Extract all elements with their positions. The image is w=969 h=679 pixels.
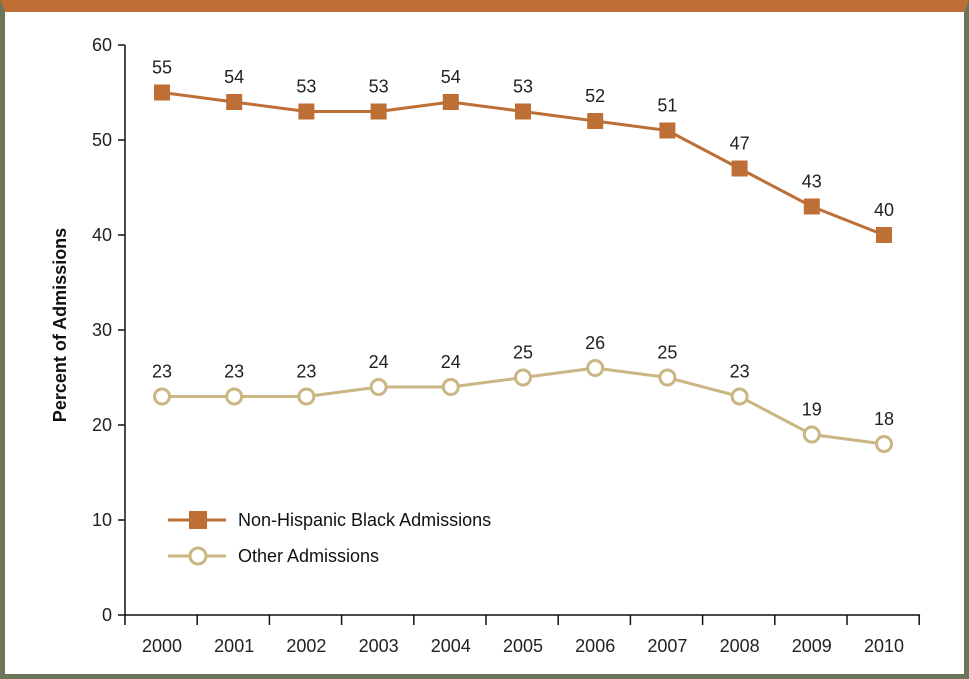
data-label: 18	[874, 409, 894, 429]
data-label: 19	[802, 400, 822, 420]
data-point	[515, 103, 531, 120]
data-label: 24	[369, 352, 389, 372]
data-label: 53	[369, 77, 389, 97]
x-tick-label: 2000	[142, 636, 182, 656]
data-point	[370, 103, 387, 120]
y-tick-label: 20	[92, 415, 112, 435]
x-tick-label: 2004	[431, 636, 471, 656]
data-label: 23	[152, 362, 172, 382]
x-tick-label: 2010	[864, 636, 904, 656]
y-tick-label: 50	[92, 130, 112, 150]
data-point	[730, 387, 749, 406]
data-label: 25	[657, 343, 677, 363]
data-label: 23	[296, 362, 316, 382]
y-tick-label: 10	[92, 510, 112, 530]
data-point	[154, 84, 170, 101]
data-label: 51	[657, 96, 677, 116]
data-point	[225, 387, 244, 406]
x-tick-label: 2006	[575, 636, 615, 656]
data-label: 25	[513, 343, 533, 363]
data-point	[226, 94, 243, 110]
legend-marker	[188, 546, 208, 566]
legend-label: Non-Hispanic Black Admissions	[238, 510, 491, 530]
x-tick-label: 2005	[503, 636, 543, 656]
data-point	[298, 103, 315, 120]
data-point	[876, 227, 892, 243]
data-point	[297, 387, 316, 406]
legend: Non-Hispanic Black Admissions Other Admis…	[168, 510, 491, 566]
x-tick-label: 2008	[720, 636, 760, 656]
data-label: 43	[802, 172, 822, 192]
data-label: 23	[730, 362, 750, 382]
data-label: 54	[441, 67, 461, 87]
series-2: 23 23 23 24 24 25 26 25 23 19 18	[152, 333, 894, 453]
x-tick-label: 2009	[792, 636, 832, 656]
legend-marker	[189, 511, 207, 529]
data-label: 26	[585, 333, 605, 353]
y-tick-label: 60	[92, 35, 112, 55]
data-label: 54	[224, 67, 244, 87]
data-label: 47	[730, 134, 750, 154]
y-tick-label: 0	[102, 605, 112, 625]
data-point	[659, 122, 676, 139]
data-label: 24	[441, 352, 461, 372]
data-point	[369, 378, 388, 396]
data-label: 40	[874, 200, 894, 220]
data-point	[586, 359, 605, 377]
y-axis-label: Percent of Admissions	[50, 228, 70, 422]
data-label: 23	[224, 362, 244, 382]
x-tick-label: 2007	[647, 636, 687, 656]
data-point	[875, 435, 893, 453]
axes: 0 10 20 30 40 50 60 2000 2001 2002 2003 2004 2005 200…	[92, 35, 921, 656]
data-point	[658, 368, 677, 387]
data-label: 55	[152, 58, 172, 78]
x-tick-label: 2002	[286, 636, 326, 656]
data-point	[153, 387, 171, 406]
data-point	[514, 368, 532, 387]
data-label: 53	[513, 77, 533, 97]
data-label: 53	[296, 77, 316, 97]
x-tick-label: 2001	[214, 636, 254, 656]
x-tick-label: 2003	[359, 636, 399, 656]
y-tick-label: 30	[92, 320, 112, 340]
data-point	[442, 94, 459, 110]
data-point	[441, 378, 460, 396]
data-point	[731, 160, 748, 177]
data-point	[587, 113, 604, 129]
data-label: 52	[585, 86, 605, 106]
y-tick-label: 40	[92, 225, 112, 245]
data-point	[803, 198, 820, 215]
data-point	[802, 425, 821, 444]
series-1: 55 54 53 53 54 53 52 51 47 43 40	[152, 58, 894, 243]
legend-label: Other Admissions	[238, 546, 379, 566]
